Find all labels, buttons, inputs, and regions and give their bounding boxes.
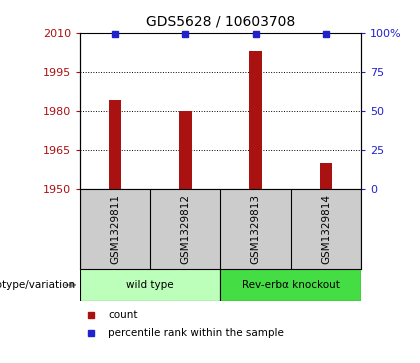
Text: genotype/variation: genotype/variation [0,280,76,290]
Text: percentile rank within the sample: percentile rank within the sample [108,328,284,338]
Text: GSM1329812: GSM1329812 [180,194,190,264]
Bar [179,111,192,189]
Text: GSM1329814: GSM1329814 [321,194,331,264]
Title: GDS5628 / 10603708: GDS5628 / 10603708 [146,15,295,29]
Text: wild type: wild type [126,280,174,290]
Text: count: count [108,310,137,320]
Text: GSM1329811: GSM1329811 [110,194,120,264]
Text: Rev-erbα knockout: Rev-erbα knockout [242,280,340,290]
Bar [109,100,121,189]
Bar [320,163,332,189]
Text: GSM1329813: GSM1329813 [251,194,261,264]
Bar [220,269,361,301]
Bar [249,51,262,189]
Bar [80,269,220,301]
